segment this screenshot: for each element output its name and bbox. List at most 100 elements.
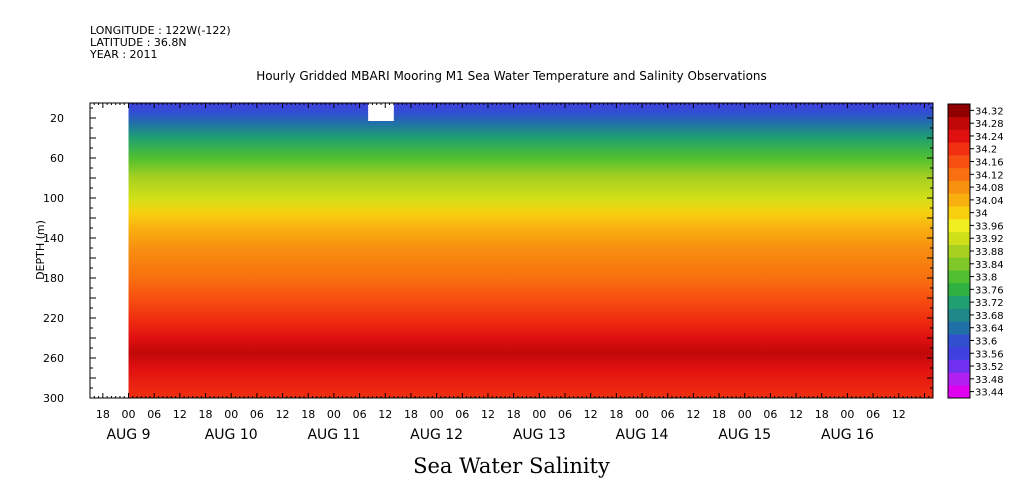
x-hour-label: 06	[353, 408, 367, 421]
latitude-label: LATITUDE : 36.8N	[90, 36, 187, 49]
colorbar-swatch	[948, 193, 970, 207]
x-axis: 18 00 06 12 18 00 06 12 18 00 06 12 18 00 06 12 18 00 06 12…	[89, 103, 934, 443]
x-hour-label: 12	[584, 408, 598, 421]
colorbar-label: 33.72	[975, 298, 1004, 309]
x-hour-label: 18	[712, 408, 726, 421]
colorbar-label: 33.84	[975, 260, 1004, 271]
x-hour-label: 00	[840, 408, 854, 421]
plot-area	[89, 102, 934, 399]
x-hour-label: 00	[430, 408, 444, 421]
colorbar-label: 34.24	[975, 132, 1004, 143]
x-hour-label: 12	[686, 408, 700, 421]
colorbar-label: 33.56	[975, 349, 1004, 360]
x-hour-label: 18	[199, 408, 213, 421]
x-hour-label: 18	[815, 408, 829, 421]
x-day-label: AUG 9	[106, 427, 150, 443]
colorbar-swatch	[948, 308, 970, 322]
colorbar-swatch	[948, 257, 970, 271]
colorbar-label: 33.92	[975, 234, 1004, 245]
x-hour-label: 12	[892, 408, 906, 421]
salinity-field	[90, 103, 933, 398]
colorbar-label: 34.16	[975, 158, 1004, 169]
colorbar-label: 33.68	[975, 311, 1004, 322]
x-hour-label: 18	[96, 408, 110, 421]
colorbar-swatch	[948, 282, 970, 297]
x-day-label: AUG 12	[410, 427, 463, 443]
colorbar-label: 34.28	[975, 119, 1004, 130]
colorbar-label: 33.88	[975, 247, 1004, 258]
x-hour-label: 06	[558, 408, 572, 421]
colorbar-swatch	[948, 116, 970, 130]
colorbar-label: 34.04	[975, 196, 1004, 207]
colorbar-swatch	[948, 359, 970, 373]
colorbar-swatch	[948, 346, 970, 360]
x-day-label: AUG 11	[307, 427, 360, 443]
x-hour-label: 00	[635, 408, 649, 421]
colorbar-label: 33.96	[975, 221, 1004, 232]
x-hour-label: 12	[378, 408, 392, 421]
y-tick-label: 20	[50, 112, 64, 125]
x-hour-label: 06	[147, 408, 161, 421]
colorbar-swatch	[948, 244, 970, 258]
color-legend: 33.44 33.48 33.52 33.56 33.633.64 33.68 33.72 3…	[947, 103, 1004, 399]
x-day-label: AUG 15	[718, 427, 771, 443]
y-tick-label: 260	[43, 352, 64, 365]
colorbar-swatch	[948, 219, 970, 233]
x-hour-label: 06	[661, 408, 675, 421]
y-tick-label: 140	[43, 232, 64, 245]
colorbar-swatch	[948, 334, 970, 348]
colorbar-swatch	[948, 104, 970, 118]
x-hour-label: 06	[763, 408, 777, 421]
x-hour-label: 00	[738, 408, 752, 421]
colorbar-swatch	[948, 155, 970, 169]
colorbar-label: 34.2	[975, 145, 997, 156]
x-hour-label: 00	[532, 408, 546, 421]
colorbar-swatch	[948, 180, 970, 194]
x-day-label: AUG 13	[513, 427, 566, 443]
missing-data-layer	[90, 103, 394, 398]
y-tick-label: 300	[43, 392, 64, 405]
colorbar-label: 33.6	[975, 336, 997, 347]
colorbar-label: 34.32	[975, 106, 1004, 117]
x-hour-label: 12	[276, 408, 290, 421]
x-hour-label: 12	[173, 408, 187, 421]
longitude-label: LONGITUDE : 122W(-122)	[90, 24, 231, 37]
x-hour-label: 18	[301, 408, 315, 421]
missing-data-block	[90, 103, 129, 398]
variable-title: Sea Water Salinity	[413, 454, 610, 478]
colorbar-label: 33.44	[975, 388, 1004, 399]
y-tick-label: 220	[43, 312, 64, 325]
colorbar-swatch	[948, 231, 970, 245]
x-hour-label: 06	[455, 408, 469, 421]
y-tick-label: 100	[43, 192, 64, 205]
colorbar-label: 34	[975, 209, 988, 220]
chart-title: Hourly Gridded MBARI Mooring M1 Sea Wate…	[256, 69, 767, 83]
x-hour-label: 00	[224, 408, 238, 421]
colorbar-label: 33.76	[975, 285, 1004, 296]
colorbar-swatch	[948, 206, 970, 220]
colorbar-swatch	[948, 167, 970, 181]
x-hour-label: 00	[327, 408, 341, 421]
y-axis-label: DEPTH (m)	[34, 220, 47, 280]
colorbar-swatch	[948, 270, 970, 284]
colorbar-label: 34.12	[975, 170, 1004, 181]
plot-frame	[89, 102, 934, 399]
colorbar-label: 34.08	[975, 183, 1004, 194]
year-label: YEAR : 2011	[90, 48, 158, 61]
colorbar-label: 33.8	[975, 273, 997, 284]
colorbar-label: 33.64	[975, 324, 1004, 335]
y-axis: DEPTH (m) 20 60 100 140 180 220 260 300	[34, 107, 933, 405]
x-hour-label: 18	[507, 408, 521, 421]
x-hour-label: 18	[404, 408, 418, 421]
x-hour-label: 06	[866, 408, 880, 421]
colorbar-swatch	[948, 129, 970, 143]
colorbar-swatch	[948, 385, 970, 399]
x-day-label: AUG 16	[821, 427, 874, 443]
y-tick-label: 180	[43, 272, 64, 285]
missing-data-block	[368, 103, 394, 121]
x-day-label: AUG 10	[205, 427, 258, 443]
x-hour-label: 12	[481, 408, 495, 421]
x-hour-label: 18	[609, 408, 623, 421]
x-hour-label: 06	[250, 408, 264, 421]
